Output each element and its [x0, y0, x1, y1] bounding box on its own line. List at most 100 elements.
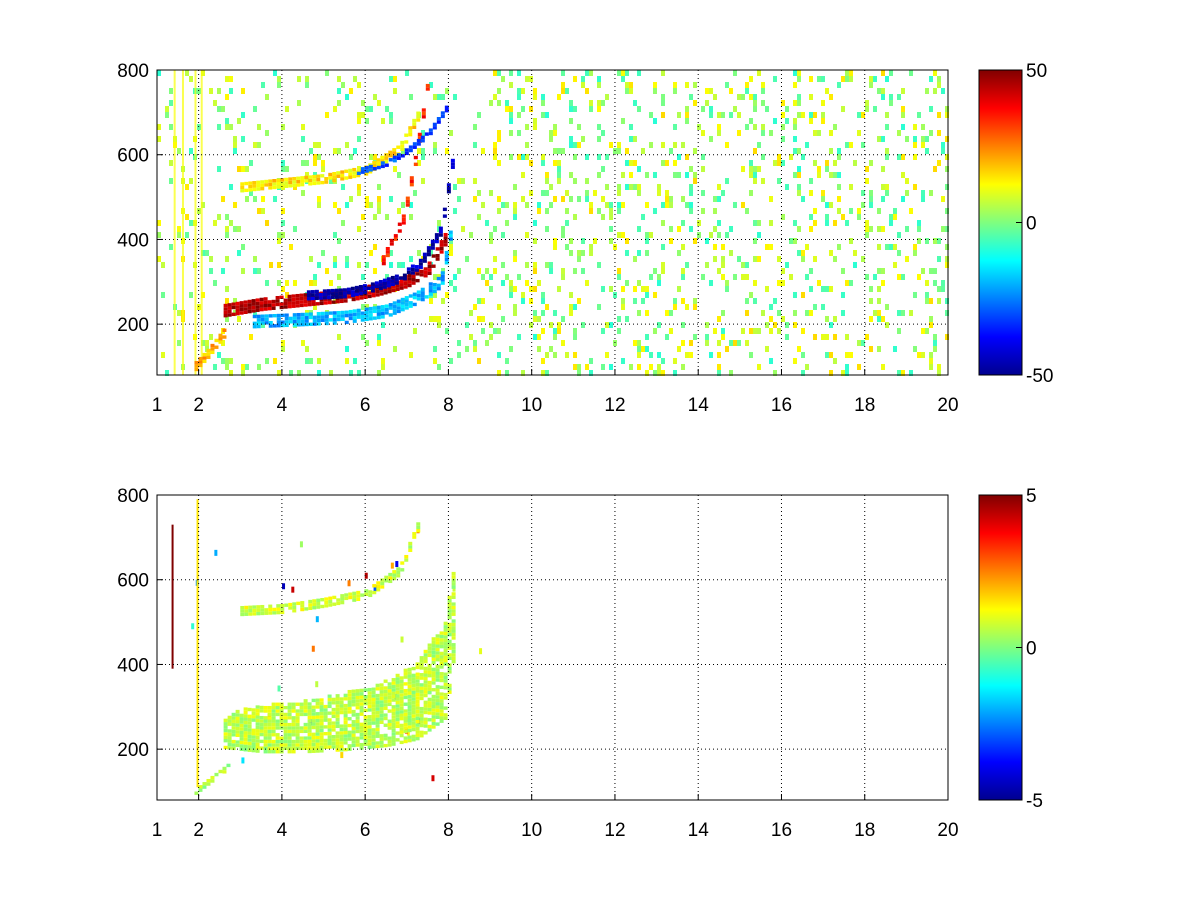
heatmap-cell [272, 313, 277, 318]
heatmap-cell [364, 172, 369, 176]
heatmap-cell [439, 246, 444, 251]
heatmap-cell [601, 130, 605, 136]
heatmap-cell [185, 214, 189, 220]
heatmap-cell [312, 322, 317, 326]
heatmap-cell [292, 323, 297, 327]
heatmap-cell [337, 238, 341, 244]
heatmap-cell [320, 318, 325, 322]
heatmap-cell [411, 714, 416, 718]
heatmap-cell [453, 286, 457, 292]
heatmap-cell [809, 268, 813, 274]
heatmap-cell [371, 704, 376, 708]
heatmap-cell [252, 181, 257, 185]
heatmap-cell [367, 694, 372, 699]
heatmap-cell [328, 596, 333, 600]
heatmap-cell [461, 226, 465, 232]
heatmap-cell [311, 715, 316, 720]
heatmap-cell [497, 70, 501, 76]
heatmap-cell [408, 548, 413, 552]
heatmap-cell [194, 791, 199, 795]
heatmap-cell [416, 111, 421, 115]
heatmap-cell [371, 745, 376, 749]
heatmap-cell [303, 712, 308, 717]
heatmap-cell [351, 720, 356, 724]
heatmap-cell [553, 196, 557, 202]
heatmap-cell [829, 352, 833, 358]
heatmap-cell [382, 282, 387, 286]
colorbar-tick-label: -5 [1026, 791, 1043, 812]
heatmap-cell [169, 100, 173, 106]
heatmap-cell [443, 621, 448, 626]
heatmap-cell [399, 733, 404, 738]
heatmap-cell [383, 713, 388, 717]
heatmap-cell [379, 292, 384, 296]
heatmap-cell [423, 267, 428, 271]
heatmap-cell [336, 317, 341, 322]
heatmap-cell [661, 358, 665, 364]
heatmap-cell [929, 316, 933, 322]
heatmap-cell [316, 602, 321, 606]
heatmap-cell [378, 279, 383, 284]
heatmap-cell [701, 106, 705, 112]
heatmap-cell [701, 208, 705, 214]
heatmap-cell [443, 652, 448, 656]
heatmap-cell [225, 214, 229, 220]
heatmap-cell [223, 310, 228, 314]
heatmap-cell [505, 274, 509, 280]
heatmap-cell [423, 693, 428, 698]
heatmap-cell [845, 142, 849, 148]
heatmap-cell [489, 322, 493, 328]
heatmap-cell [374, 281, 379, 285]
heatmap-cell [337, 88, 341, 94]
heatmap-cell [379, 710, 384, 714]
heatmap-cell [769, 304, 773, 310]
heatmap-cell [929, 322, 933, 328]
heatmap-cell [933, 280, 937, 286]
heatmap-cell [273, 196, 277, 202]
heatmap-cell [681, 322, 685, 328]
heatmap-cell [331, 714, 336, 719]
x-tick-label: 12 [604, 820, 625, 841]
heatmap-cell [292, 313, 297, 317]
heatmap-cell [447, 622, 452, 627]
heatmap-cell [821, 196, 825, 202]
heatmap-cell [323, 704, 328, 709]
heatmap-cell [371, 293, 376, 298]
heatmap-cell [701, 130, 705, 136]
heatmap-cell [358, 291, 363, 296]
heatmap-cell [263, 746, 268, 751]
heatmap-cell [276, 317, 281, 321]
heatmap-cell [411, 710, 416, 715]
heatmap-cell [443, 243, 448, 247]
heatmap-cell [231, 722, 236, 727]
heatmap-cell [581, 268, 585, 274]
heatmap-cell [376, 584, 381, 589]
heatmap-cell [401, 214, 406, 218]
heatmap-cell [235, 709, 240, 714]
heatmap-cell [417, 160, 421, 166]
heatmap-cell [769, 220, 773, 226]
heatmap-cell [225, 76, 229, 82]
heatmap-cell [405, 199, 410, 204]
heatmap-cell [428, 292, 433, 296]
heatmap-cell [345, 358, 349, 364]
heatmap-cell [439, 634, 444, 639]
heatmap-cell [561, 232, 565, 238]
heatmap-cell [209, 268, 213, 274]
heatmap-cell [661, 100, 665, 106]
heatmap-cell [355, 692, 360, 696]
heatmap-cell [637, 346, 641, 352]
heatmap-cell [201, 202, 205, 208]
heatmap-cell [261, 82, 265, 88]
heatmap-cell [389, 262, 393, 268]
heatmap-cell [431, 637, 436, 641]
heatmap-cell [351, 730, 356, 734]
heatmap-cell [921, 268, 925, 274]
heatmap-cell [375, 727, 380, 732]
heatmap-cell [869, 316, 873, 322]
heatmap-cell [721, 244, 725, 250]
heatmap-cell [421, 148, 425, 154]
heatmap-cell [833, 256, 837, 262]
heatmap-cell [380, 581, 385, 586]
heatmap-cell [717, 124, 721, 130]
